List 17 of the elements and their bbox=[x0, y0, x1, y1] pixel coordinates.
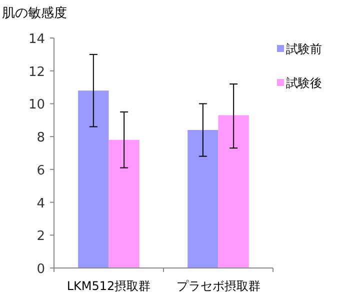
bar bbox=[188, 130, 218, 268]
x-tick-label: LKM512摂取群 bbox=[66, 279, 151, 293]
legend-label: 試験前 bbox=[286, 42, 322, 56]
y-axis-title: 肌の敏感度 bbox=[2, 5, 67, 21]
y-tick-label: 10 bbox=[28, 98, 45, 113]
y-tick-label: 8 bbox=[36, 130, 45, 146]
bar bbox=[108, 140, 140, 268]
y-tick-label: 6 bbox=[36, 163, 45, 178]
x-tick-label: プラセボ摂取群 bbox=[176, 279, 260, 293]
y-tick-label: 4 bbox=[36, 196, 45, 212]
y-tick-label: 0 bbox=[36, 262, 45, 277]
y-tick-label: 14 bbox=[28, 32, 45, 47]
y-tick-label: 2 bbox=[36, 229, 45, 244]
bar bbox=[218, 115, 249, 268]
legend-label: 試験後 bbox=[286, 76, 322, 90]
bar bbox=[78, 90, 109, 268]
y-tick-label: 12 bbox=[28, 64, 45, 80]
